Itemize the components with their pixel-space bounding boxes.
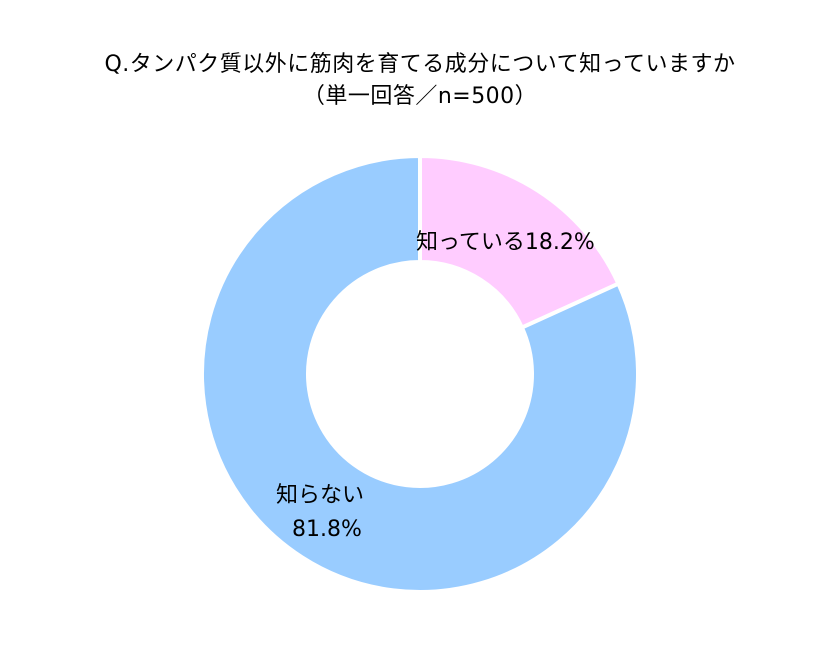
slice-labels: 知っている18.2% 知らない 81.8% [276,230,595,542]
slice-known [418,153,622,331]
slice-label-unknown-name: 知らない [276,483,364,508]
donut-slices [200,153,640,594]
chart-title-line-2: （単一回答／n=500） [302,84,538,109]
slice-unknown [200,153,640,594]
slice-label-unknown-value: 81.8% [292,517,362,542]
chart-title-line-1: Q.タンパク質以外に筋肉を育てる成分について知っていますか [104,52,736,77]
slice-label-known: 知っている18.2% [416,230,595,255]
slice-label-known-value: 18.2% [525,230,595,255]
slice-label-known-name: 知っている [416,230,525,255]
